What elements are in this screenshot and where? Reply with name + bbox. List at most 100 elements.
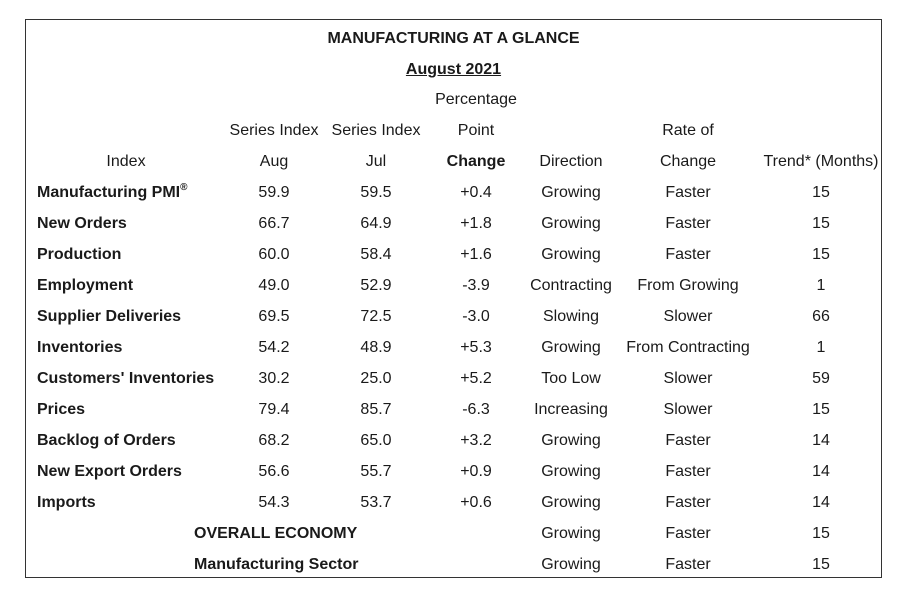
row-direction: Growing xyxy=(541,246,601,263)
row-jul: 48.9 xyxy=(360,339,392,356)
row-aug: 68.2 xyxy=(258,432,290,449)
row-index-label: Manufacturing PMI xyxy=(37,184,181,201)
row-change: -3.0 xyxy=(462,308,490,325)
row-index-label: Backlog of Orders xyxy=(37,432,176,449)
header-index: Index xyxy=(106,153,146,170)
row-trend: 14 xyxy=(812,463,830,480)
row-aug: 30.2 xyxy=(258,370,290,387)
row-index-label: Prices xyxy=(37,401,86,418)
header-series-index-aug: Series Index xyxy=(229,122,319,139)
row-trend: 15 xyxy=(812,246,830,263)
summary-direction: Growing xyxy=(541,525,601,542)
summary-label: OVERALL ECONOMY xyxy=(194,525,358,542)
header-trend: Trend* (Months) xyxy=(763,153,879,170)
row-rate: From Growing xyxy=(637,277,739,294)
row-aug: 59.9 xyxy=(258,184,290,201)
header-point: Point xyxy=(457,122,495,139)
summary-rate: Faster xyxy=(665,525,711,542)
row-rate: Faster xyxy=(665,215,711,232)
row-aug: 49.0 xyxy=(258,277,290,294)
header-aug: Aug xyxy=(259,153,289,170)
row-trend: 1 xyxy=(816,277,826,294)
row-change: +3.2 xyxy=(460,432,492,449)
row-change: +1.6 xyxy=(460,246,492,263)
row-aug: 69.5 xyxy=(258,308,290,325)
row-jul: 85.7 xyxy=(360,401,392,418)
row-change: +5.2 xyxy=(460,370,492,387)
registered-mark: ® xyxy=(180,182,188,193)
row-aug: 54.3 xyxy=(258,494,290,511)
row-direction: Growing xyxy=(541,432,601,449)
row-jul: 64.9 xyxy=(360,215,392,232)
row-rate: Slower xyxy=(663,370,713,387)
table-subtitle: August 2021 xyxy=(405,61,502,78)
row-trend: 59 xyxy=(812,370,830,387)
row-rate: Slower xyxy=(663,401,713,418)
row-jul: 72.5 xyxy=(360,308,392,325)
row-change: +5.3 xyxy=(460,339,492,356)
row-direction: Slowing xyxy=(542,308,600,325)
row-index-label: New Orders xyxy=(37,215,127,232)
row-trend: 1 xyxy=(816,339,826,356)
row-change: +0.6 xyxy=(460,494,492,511)
row-trend: 66 xyxy=(812,308,830,325)
row-direction: Growing xyxy=(541,339,601,356)
row-jul: 52.9 xyxy=(360,277,392,294)
row-index-label: Imports xyxy=(37,494,96,511)
row-direction: Growing xyxy=(541,184,601,201)
row-rate: Faster xyxy=(665,432,711,449)
table-title: MANUFACTURING AT A GLANCE xyxy=(327,30,580,47)
row-change: +0.4 xyxy=(460,184,492,201)
row-aug: 66.7 xyxy=(258,215,290,232)
header-rate-of: Rate of xyxy=(662,122,714,139)
header-jul: Jul xyxy=(365,153,387,170)
row-direction: Too Low xyxy=(541,370,601,387)
row-change: -6.3 xyxy=(462,401,490,418)
row-rate: From Contracting xyxy=(626,339,750,356)
row-jul: 55.7 xyxy=(360,463,392,480)
row-aug: 60.0 xyxy=(258,246,290,263)
row-jul: 58.4 xyxy=(360,246,392,263)
row-direction: Growing xyxy=(541,494,601,511)
row-change: +0.9 xyxy=(460,463,492,480)
row-direction: Increasing xyxy=(534,401,608,418)
row-change: +1.8 xyxy=(460,215,492,232)
header-direction: Direction xyxy=(539,153,603,170)
summary-label: Manufacturing Sector xyxy=(194,556,359,573)
summary-trend: 15 xyxy=(812,525,830,542)
row-aug: 79.4 xyxy=(258,401,290,418)
summary-direction: Growing xyxy=(541,556,601,573)
header-percentage: Percentage xyxy=(435,91,517,108)
row-trend: 14 xyxy=(812,494,830,511)
row-direction: Growing xyxy=(541,215,601,232)
row-trend: 14 xyxy=(812,432,830,449)
row-aug: 54.2 xyxy=(258,339,290,356)
row-jul: 25.0 xyxy=(360,370,392,387)
row-index-label: Inventories xyxy=(37,339,123,356)
row-index-label: Customers' Inventories xyxy=(37,370,215,387)
row-trend: 15 xyxy=(812,401,830,418)
row-jul: 65.0 xyxy=(360,432,392,449)
row-jul: 59.5 xyxy=(360,184,392,201)
row-index-label: Supplier Deliveries xyxy=(37,308,182,325)
row-index-label: New Export Orders xyxy=(37,463,182,480)
row-rate: Faster xyxy=(665,463,711,480)
row-change: -3.9 xyxy=(462,277,490,294)
row-index-label: Employment xyxy=(37,277,134,294)
row-rate: Faster xyxy=(665,494,711,511)
header-series-index-jul: Series Index xyxy=(331,122,421,139)
row-index-label-wrap: Manufacturing PMI® xyxy=(37,183,187,203)
row-index-label: Production xyxy=(37,246,122,263)
row-aug: 56.6 xyxy=(258,463,290,480)
row-rate: Faster xyxy=(665,246,711,263)
row-rate: Faster xyxy=(665,184,711,201)
glance-table: MANUFACTURING AT A GLANCE August 2021 Pe… xyxy=(25,19,882,578)
row-trend: 15 xyxy=(812,184,830,201)
header-rate-change: Change xyxy=(659,153,717,170)
summary-trend: 15 xyxy=(812,556,830,573)
row-direction: Growing xyxy=(541,463,601,480)
row-direction: Contracting xyxy=(530,277,612,294)
header-change: Change xyxy=(446,153,506,170)
summary-rate: Faster xyxy=(665,556,711,573)
row-trend: 15 xyxy=(812,215,830,232)
